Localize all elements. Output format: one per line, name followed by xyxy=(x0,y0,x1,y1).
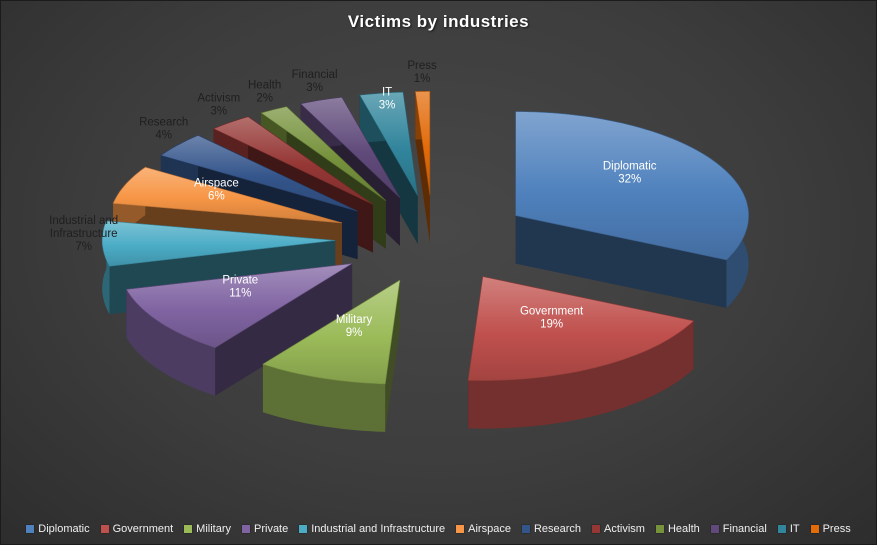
slice-top-face xyxy=(467,276,695,381)
slice-label-health: Health 2% xyxy=(248,79,281,104)
slice-wall xyxy=(126,289,216,396)
legend-item-health[interactable]: Health xyxy=(655,523,700,535)
legend-item-activism[interactable]: Activism xyxy=(592,523,645,535)
slice-top-face xyxy=(260,106,387,201)
slice-label-financial: Financial 3% xyxy=(292,69,338,94)
slice-top-face xyxy=(515,111,749,261)
slice-label-military: Military 9% xyxy=(336,314,373,339)
slice-label-airspace: Airspace 6% xyxy=(194,178,239,203)
legend-item-private[interactable]: Private xyxy=(242,523,288,535)
legend-item-government[interactable]: Government xyxy=(100,523,174,535)
legend-label: Industrial and Infrastructure xyxy=(311,523,446,535)
legend-item-it[interactable]: IT xyxy=(777,523,800,535)
pie-slice-press[interactable] xyxy=(414,91,431,244)
legend-swatch-icon xyxy=(184,525,193,533)
legend-item-research[interactable]: Research xyxy=(521,523,582,535)
legend-label: Activism xyxy=(604,523,645,535)
legend-item-press[interactable]: Press xyxy=(810,523,851,535)
legend-swatch-icon xyxy=(456,525,465,533)
legend-swatch-icon xyxy=(655,525,664,533)
legend-item-financial[interactable]: Financial xyxy=(710,523,767,535)
legend-label: Private xyxy=(254,523,289,535)
legend-label: Financial xyxy=(722,523,767,535)
legend-item-military[interactable]: Military xyxy=(184,523,231,535)
legend-label: Health xyxy=(667,523,700,535)
slice-top-face xyxy=(125,263,353,349)
legend-label: Military xyxy=(196,523,231,535)
legend-label: Government xyxy=(112,523,174,535)
slice-top-face xyxy=(299,96,401,199)
slice-label-activism: Activism 3% xyxy=(197,93,240,118)
legend-swatch-icon xyxy=(299,525,308,533)
slice-label-research: Research 4% xyxy=(139,117,188,142)
slice-top-face xyxy=(262,279,401,385)
slice-side-face xyxy=(515,215,727,308)
slice-top-face xyxy=(414,91,431,196)
chart-legend: Diplomatic Government Military Private Indus… xyxy=(1,523,876,535)
slice-label-industrial-and-infrastructure: Industrial and Infrastructure 7% xyxy=(49,215,118,253)
pie-slice-military[interactable] xyxy=(262,279,401,432)
legend-swatch-icon xyxy=(777,525,786,533)
slice-top-face xyxy=(101,220,336,267)
pie-slice-it[interactable] xyxy=(359,91,418,244)
slice-top-face xyxy=(160,134,358,212)
legend-label: Airspace xyxy=(468,523,511,535)
legend-swatch-icon xyxy=(710,525,719,533)
slice-label-private: Private 11% xyxy=(222,274,258,299)
slice-top-face xyxy=(212,116,374,205)
slice-wall xyxy=(468,320,694,429)
slice-label-press: Press 1% xyxy=(407,60,437,85)
legend-label: IT xyxy=(789,523,800,535)
legend-swatch-icon xyxy=(521,525,530,533)
slice-top-face xyxy=(359,91,418,197)
legend-item-diplomatic[interactable]: Diplomatic xyxy=(26,523,90,535)
slice-top-face xyxy=(112,166,343,224)
pie-slice-private[interactable] xyxy=(125,263,353,396)
legend-swatch-icon xyxy=(592,525,601,533)
legend-swatch-icon xyxy=(242,525,250,533)
legend-item-airspace[interactable]: Airspace xyxy=(456,523,511,535)
pie-slice-diplomatic[interactable] xyxy=(515,111,749,308)
pie-slice-government[interactable] xyxy=(467,276,695,429)
legend-label: Press xyxy=(822,523,851,535)
slice-wall xyxy=(262,364,386,432)
legend-swatch-icon xyxy=(810,525,819,533)
slice-label-diplomatic: Diplomatic 32% xyxy=(603,160,657,185)
slice-label-government: Government 19% xyxy=(520,306,584,331)
legend-swatch-icon xyxy=(100,525,109,533)
slice-label-it: IT 3% xyxy=(379,87,396,112)
chart-title: Victims by industries xyxy=(347,12,530,31)
legend-swatch-icon xyxy=(26,525,35,533)
legend-label: Research xyxy=(533,523,582,535)
legend-item-industrial-and-infrastructure[interactable]: Industrial and Infrastructure xyxy=(299,523,445,535)
legend-label: Diplomatic xyxy=(38,523,90,535)
